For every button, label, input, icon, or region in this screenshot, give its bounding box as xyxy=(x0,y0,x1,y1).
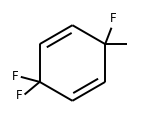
Text: F: F xyxy=(16,89,23,102)
Text: F: F xyxy=(109,12,116,25)
Text: F: F xyxy=(12,70,19,83)
